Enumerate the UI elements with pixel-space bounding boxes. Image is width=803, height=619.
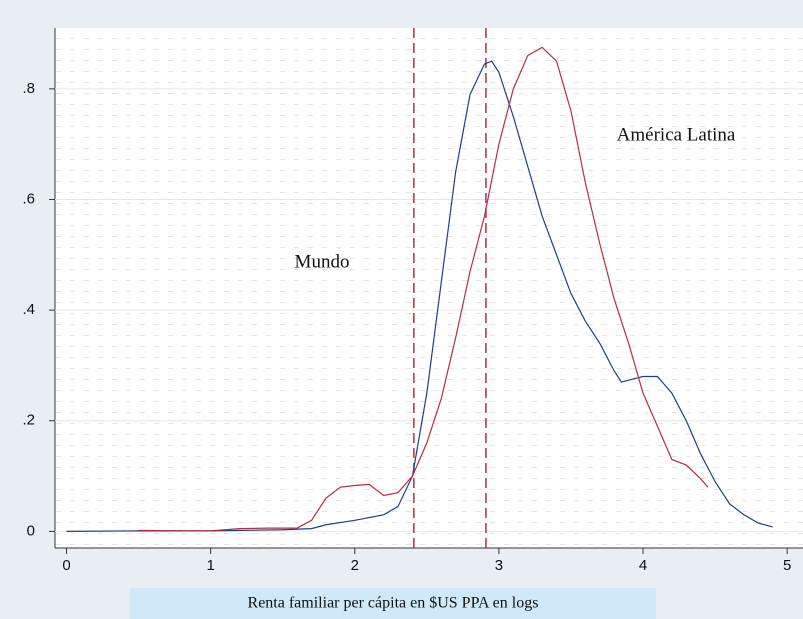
y-tick-label: .2 [22, 412, 35, 429]
series-label: Mundo [295, 251, 350, 272]
x-tick-label: 5 [783, 557, 791, 574]
series-label: América Latina [617, 124, 736, 145]
x-tick-label: 4 [639, 557, 647, 574]
x-tick-label: 0 [62, 557, 70, 574]
x-tick-label: 3 [495, 557, 503, 574]
plot-texture [55, 28, 803, 548]
x-tick-label: 2 [351, 557, 359, 574]
y-tick-label: 0 [27, 522, 35, 539]
x-axis-label: Renta familiar per cápita en $US PPA en … [248, 595, 539, 612]
series-line [138, 46, 709, 532]
x-tick-label: 1 [206, 557, 214, 574]
y-tick-label: .6 [22, 190, 35, 207]
series-line [66, 60, 773, 532]
y-tick-label: .4 [22, 301, 35, 318]
y-tick-label: .8 [22, 80, 35, 97]
x-label-box [130, 588, 656, 619]
